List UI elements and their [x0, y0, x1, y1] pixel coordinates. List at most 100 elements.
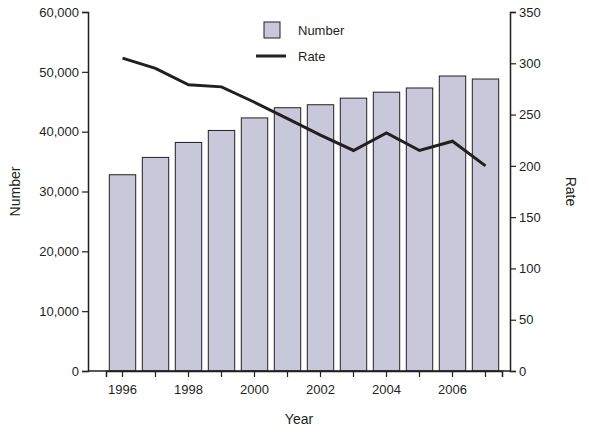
tick-mark [82, 371, 88, 372]
legend-swatch [264, 22, 280, 38]
tick-label: 10,000 [39, 304, 79, 319]
tick-mark [510, 371, 516, 372]
tick: 200 [510, 159, 541, 174]
tick-label: 100 [519, 261, 541, 276]
tick-mark [82, 191, 88, 192]
tick: 350 [510, 5, 541, 20]
tick-label: 50 [519, 312, 533, 327]
tick-label: 0 [519, 364, 526, 379]
tick-label: 2002 [306, 382, 335, 397]
tick: 10,000 [39, 304, 88, 319]
tick-label: 20,000 [39, 244, 79, 259]
tick-mark [419, 371, 420, 377]
tick-label: 150 [519, 210, 541, 225]
legend-item: Rate [256, 49, 325, 64]
tick-mark [386, 371, 387, 377]
tick-label: 1998 [174, 382, 203, 397]
tick-mark [287, 371, 288, 377]
tick: 2004 [372, 371, 401, 397]
tick-mark [485, 371, 486, 377]
tick: 40,000 [39, 124, 88, 139]
plot-area [109, 58, 498, 371]
tick: 1998 [174, 371, 203, 397]
bar [109, 175, 135, 371]
rate-line [123, 58, 486, 166]
bar [406, 88, 432, 371]
tick: 150 [510, 210, 541, 225]
bar [472, 79, 498, 371]
tick-mark [510, 268, 516, 269]
tick-label: 30,000 [39, 184, 79, 199]
bar [142, 157, 168, 371]
tick-mark [510, 166, 516, 167]
tick-label: 200 [519, 159, 541, 174]
tick: 1996 [108, 371, 137, 397]
tick-mark [353, 371, 354, 377]
tick-mark [82, 132, 88, 133]
tick: 100 [510, 261, 541, 276]
tick-label: 300 [519, 56, 541, 71]
axis-line [511, 13, 517, 372]
legend-label: Rate [298, 49, 325, 64]
axis-line [107, 372, 503, 378]
y2-axis: 0 50 100 150 200 250 300 350 [510, 5, 541, 379]
bar [274, 108, 300, 371]
legend: Number Rate [256, 22, 345, 64]
tick: 250 [510, 107, 541, 122]
bar [439, 76, 465, 371]
tick: 0 [72, 364, 88, 379]
tick-mark [510, 320, 516, 321]
tick: 20,000 [39, 244, 88, 259]
tick-label: 40,000 [39, 124, 79, 139]
tick [419, 371, 420, 377]
tick: 2002 [306, 371, 335, 397]
legend-swatch [256, 55, 286, 58]
tick-mark [510, 12, 516, 13]
tick-mark [82, 251, 88, 252]
tick-label: 2006 [438, 382, 467, 397]
tick-label: 60,000 [39, 5, 79, 20]
tick-mark [320, 371, 321, 377]
tick-mark [82, 311, 88, 312]
tick: 2006 [438, 371, 467, 397]
tick: 300 [510, 56, 541, 71]
tick-mark [510, 63, 516, 64]
tick: 50,000 [39, 64, 88, 79]
bar [208, 130, 234, 371]
y-axis: 0 10,000 20,000 30,000 40,000 50,000 60,000 [39, 5, 88, 379]
tick-label: 1996 [108, 382, 137, 397]
tick-mark [254, 371, 255, 377]
axis-line [82, 13, 89, 372]
tick-mark [452, 371, 453, 377]
legend-label: Number [298, 23, 345, 38]
tick-mark [122, 371, 123, 377]
tick-mark [188, 371, 189, 377]
tick-label: 250 [519, 107, 541, 122]
tick: 50 [510, 312, 533, 327]
tick: 2000 [240, 371, 269, 397]
y2-axis-title: Rate [563, 177, 579, 207]
tick-mark [82, 12, 88, 13]
tick [221, 371, 222, 377]
tick-label: 2000 [240, 382, 269, 397]
tick-mark [155, 371, 156, 377]
tick [353, 371, 354, 377]
x-axis: 1996 1998 2000 2002 2004 2006 [107, 371, 503, 397]
y-axis-title: Number [7, 166, 23, 216]
tick-mark [510, 114, 516, 115]
tick-label: 350 [519, 5, 541, 20]
tick-mark [221, 371, 222, 377]
tick-mark [82, 72, 88, 73]
legend-item: Number [264, 22, 345, 38]
bar [175, 142, 201, 371]
tick-label: 0 [72, 364, 79, 379]
tick-label: 2004 [372, 382, 401, 397]
bar [241, 118, 267, 371]
tick [287, 371, 288, 377]
tick: 60,000 [39, 5, 88, 20]
x-axis-title: Year [285, 411, 314, 427]
bar [307, 105, 333, 371]
tick-mark [510, 217, 516, 218]
bar [340, 98, 366, 371]
tick: 0 [510, 364, 526, 379]
